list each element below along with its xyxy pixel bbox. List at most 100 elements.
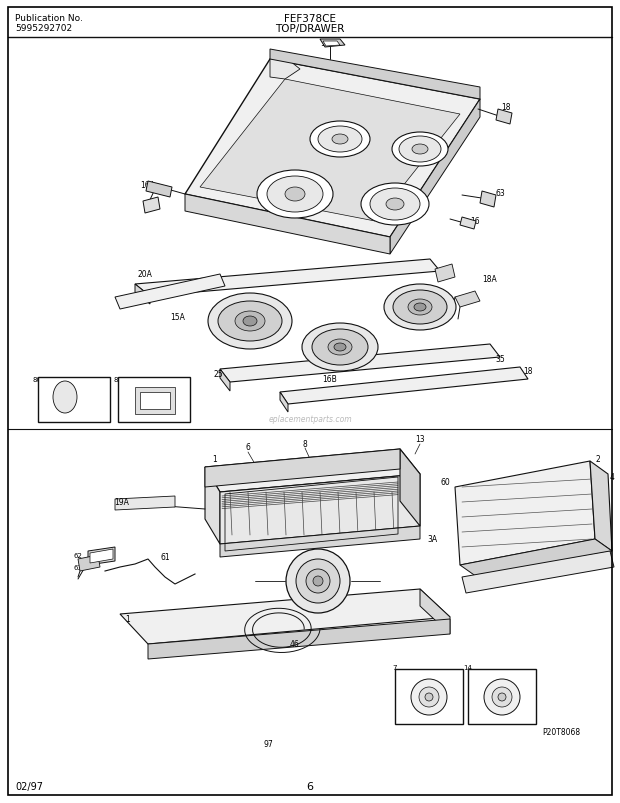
Polygon shape [390,100,480,255]
Polygon shape [78,556,100,571]
Text: 6: 6 [246,443,250,452]
Ellipse shape [412,145,428,155]
Ellipse shape [414,304,426,312]
Ellipse shape [393,291,447,324]
Polygon shape [185,60,480,238]
Text: 18: 18 [523,367,533,376]
Polygon shape [135,259,440,296]
Polygon shape [90,549,113,563]
Ellipse shape [218,302,282,341]
Polygon shape [135,388,175,414]
Text: 62: 62 [74,552,82,558]
Ellipse shape [328,340,352,356]
Text: Publication No.: Publication No. [15,14,83,23]
Ellipse shape [492,687,512,707]
Ellipse shape [208,294,292,349]
Polygon shape [320,40,345,48]
Text: 1: 1 [126,615,130,624]
Text: 19A: 19A [115,498,130,507]
Polygon shape [280,393,288,413]
Text: 14: 14 [464,664,472,671]
Polygon shape [280,368,528,405]
Ellipse shape [257,171,333,218]
Polygon shape [462,552,614,593]
Text: 16B: 16B [322,375,337,384]
Text: 25: 25 [213,370,223,379]
Text: TOP/DRAWER: TOP/DRAWER [275,24,345,34]
Polygon shape [400,450,420,526]
Text: 13: 13 [415,435,425,444]
Ellipse shape [484,679,520,715]
Text: eplacementparts.com: eplacementparts.com [268,414,352,423]
Polygon shape [135,284,150,304]
Text: 16: 16 [470,218,480,226]
Text: 82: 82 [113,377,122,382]
Polygon shape [460,218,476,230]
Text: 1: 1 [213,455,218,464]
Text: 60: 60 [440,478,450,487]
Polygon shape [420,589,450,634]
Text: 18A: 18A [482,275,497,284]
Ellipse shape [285,188,305,202]
Ellipse shape [392,132,448,167]
Text: P20T8068: P20T8068 [542,727,580,736]
Ellipse shape [399,137,441,163]
Ellipse shape [384,284,456,331]
Text: 4: 4 [609,473,614,482]
Polygon shape [270,50,480,100]
Ellipse shape [411,679,447,715]
Polygon shape [460,540,612,577]
Ellipse shape [306,569,330,593]
Ellipse shape [267,177,323,213]
Polygon shape [220,344,500,382]
Text: 18: 18 [501,104,511,112]
Bar [38,377,110,422]
Ellipse shape [498,693,506,701]
Text: FEF378CE: FEF378CE [284,14,336,24]
Ellipse shape [243,316,257,327]
Text: 2: 2 [596,455,600,464]
Polygon shape [220,526,420,557]
Bar [395,669,463,724]
Polygon shape [185,195,390,255]
Polygon shape [323,42,340,47]
Polygon shape [146,181,172,198]
Ellipse shape [310,122,370,158]
Text: 44: 44 [303,567,313,576]
Polygon shape [455,291,480,308]
Text: 7: 7 [392,664,397,671]
Ellipse shape [361,184,429,226]
Text: 3A: 3A [427,535,437,544]
Ellipse shape [286,549,350,613]
Polygon shape [590,462,612,552]
Polygon shape [220,369,230,392]
Text: 63: 63 [74,565,82,570]
Polygon shape [120,589,450,644]
Text: 6: 6 [306,781,314,791]
Polygon shape [220,475,420,544]
Text: 80: 80 [32,377,42,382]
Ellipse shape [334,344,346,352]
Polygon shape [435,265,455,283]
Text: 46: 46 [290,640,300,649]
Text: 16A: 16A [141,181,156,190]
Text: 02/97: 02/97 [15,781,43,791]
Polygon shape [143,198,160,214]
Ellipse shape [386,199,404,210]
Text: 97: 97 [263,740,273,748]
Polygon shape [480,192,496,208]
Polygon shape [115,275,225,310]
Bar [118,377,190,422]
Ellipse shape [296,560,340,603]
Ellipse shape [313,577,323,586]
Polygon shape [200,80,460,222]
Text: 35: 35 [495,355,505,364]
Polygon shape [148,619,450,659]
Text: 15A: 15A [170,313,185,322]
Text: 5995292702: 5995292702 [15,24,72,33]
Polygon shape [140,393,170,410]
Text: 61: 61 [160,552,170,562]
Bar [468,669,536,724]
Text: 19: 19 [320,39,330,47]
Polygon shape [455,462,595,565]
